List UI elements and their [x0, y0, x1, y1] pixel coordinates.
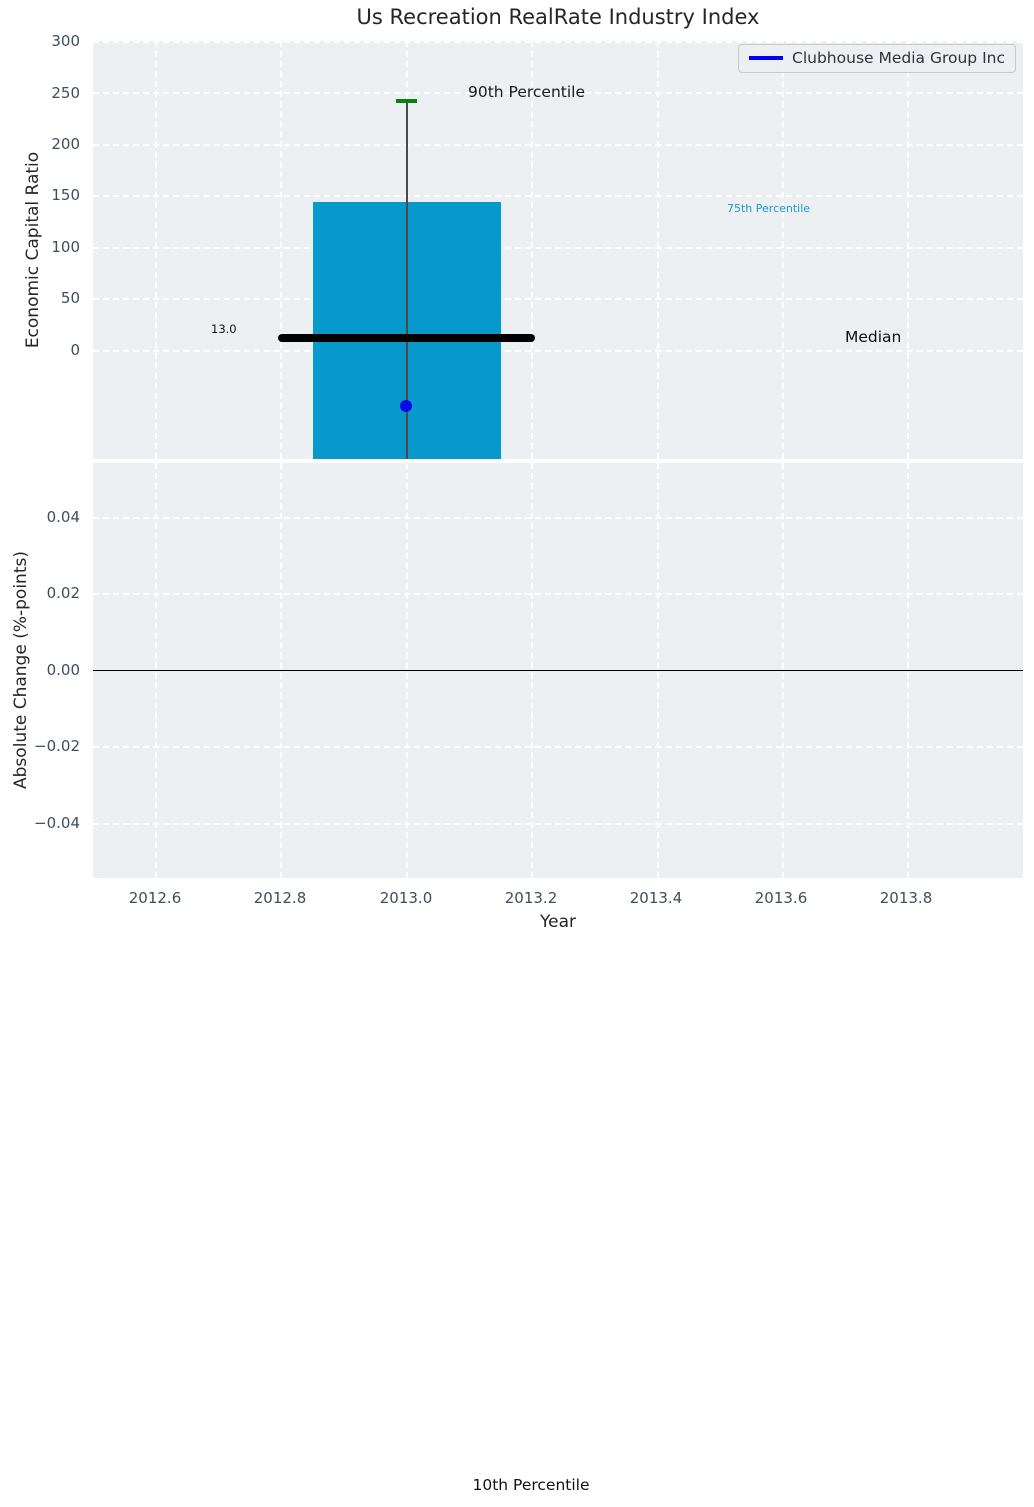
gridline-h: [93, 195, 1023, 197]
xtick-2013.0: 2013.0: [379, 889, 433, 907]
xtick-2012.6: 2012.6: [128, 889, 182, 907]
gridline-h: [93, 144, 1023, 146]
ytick-200: 200: [51, 135, 80, 153]
xtick-2013.2: 2013.2: [504, 889, 558, 907]
median-value-annotation: 13.0: [211, 322, 237, 336]
ytick-300: 300: [51, 32, 80, 50]
gridline-h: [93, 746, 1023, 748]
p75-annotation: 75th Percentile: [727, 202, 811, 215]
gridline-h: [93, 92, 1023, 94]
ytick-100: 100: [51, 238, 80, 256]
gridline-v: [907, 41, 909, 459]
xtick-2013.4: 2013.4: [629, 889, 683, 907]
gridline-v: [531, 41, 533, 459]
p90-whisker-cap: [396, 99, 417, 103]
bottom-plot-area: [93, 463, 1023, 878]
gridline-v: [782, 41, 784, 459]
gridline-h: [93, 593, 1023, 595]
gridline-h: [93, 298, 1023, 300]
median-annotation: Median: [845, 328, 902, 346]
legend-line-sample: [749, 56, 784, 60]
ytick-150: 150: [51, 186, 80, 204]
gridline-v: [155, 41, 157, 459]
p10-annotation: 10th Percentile: [472, 1476, 590, 1494]
xtick-2013.8: 2013.8: [879, 889, 933, 907]
gridline-h: [93, 41, 1023, 43]
chart-title: Us Recreation RealRate Industry Index: [356, 5, 760, 29]
gridline-h: [93, 350, 1023, 352]
ytick-0.02: 0.02: [46, 584, 80, 602]
bottom-y-axis-label: Absolute Change (%-points): [11, 551, 31, 789]
xtick-2012.8: 2012.8: [253, 889, 307, 907]
whisker-line: [406, 100, 408, 459]
ytick-50: 50: [60, 289, 80, 307]
legend: Clubhouse Media Group Inc: [738, 44, 1016, 73]
gridline-h: [93, 517, 1023, 519]
p90-annotation: 90th Percentile: [468, 83, 586, 101]
ytick-0.00: 0.00: [46, 661, 80, 679]
company-data-point: [400, 400, 412, 412]
ytick--0.04: −0.04: [34, 814, 80, 832]
gridline-v: [657, 41, 659, 459]
x-axis-label: Year: [540, 912, 576, 932]
zero-line: [93, 670, 1023, 671]
gridline-h: [93, 247, 1023, 249]
top-plot-area: 90th Percentile 75th Percentile Median 1…: [93, 41, 1023, 459]
legend-label: Clubhouse Media Group Inc: [792, 49, 1005, 67]
ytick-0: 0: [70, 341, 80, 359]
median-line: [278, 334, 535, 342]
ytick-0.04: 0.04: [46, 508, 80, 526]
ytick-250: 250: [51, 84, 80, 102]
xtick-2013.6: 2013.6: [754, 889, 808, 907]
top-y-axis-label: Economic Capital Ratio: [23, 151, 43, 349]
gridline-v: [280, 41, 282, 459]
ytick--0.02: −0.02: [34, 737, 80, 755]
gridline-h: [93, 823, 1023, 825]
